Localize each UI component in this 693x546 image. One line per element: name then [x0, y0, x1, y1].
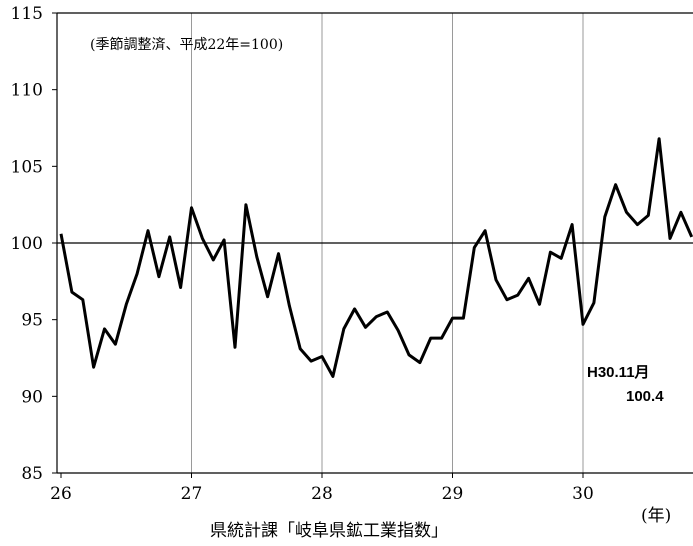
- chart-subtitle: (季節調整済、平成22年=100): [90, 36, 283, 53]
- y-tick-label-115: 115: [11, 4, 43, 24]
- x-tick-label-27: 27: [181, 484, 203, 504]
- source-note: 県統計課「岐阜県鉱工業指数」: [210, 521, 448, 541]
- y-tick-label-90: 90: [21, 387, 43, 407]
- y-tick-label-95: 95: [21, 311, 43, 331]
- x-tick-label-28: 28: [311, 484, 333, 504]
- x-tick-label-30: 30: [572, 484, 594, 504]
- x-tick-label-29: 29: [442, 484, 464, 504]
- x-tick-label-26: 26: [50, 484, 72, 504]
- y-tick-label-85: 85: [21, 464, 43, 484]
- x-axis-unit: (年): [641, 506, 671, 526]
- y-tick-label-110: 110: [11, 81, 43, 101]
- y-tick-labels: 85 90 95 100 105 110 115: [11, 4, 57, 484]
- y-tick-label-105: 105: [11, 157, 43, 177]
- annotation-value: 100.4: [626, 388, 664, 405]
- annotation-label: H30.11月: [587, 364, 650, 381]
- y-tick-label-100: 100: [11, 234, 43, 254]
- series-line: [59, 137, 693, 378]
- x-tick-labels: 26 27 28 29 30: [50, 473, 594, 504]
